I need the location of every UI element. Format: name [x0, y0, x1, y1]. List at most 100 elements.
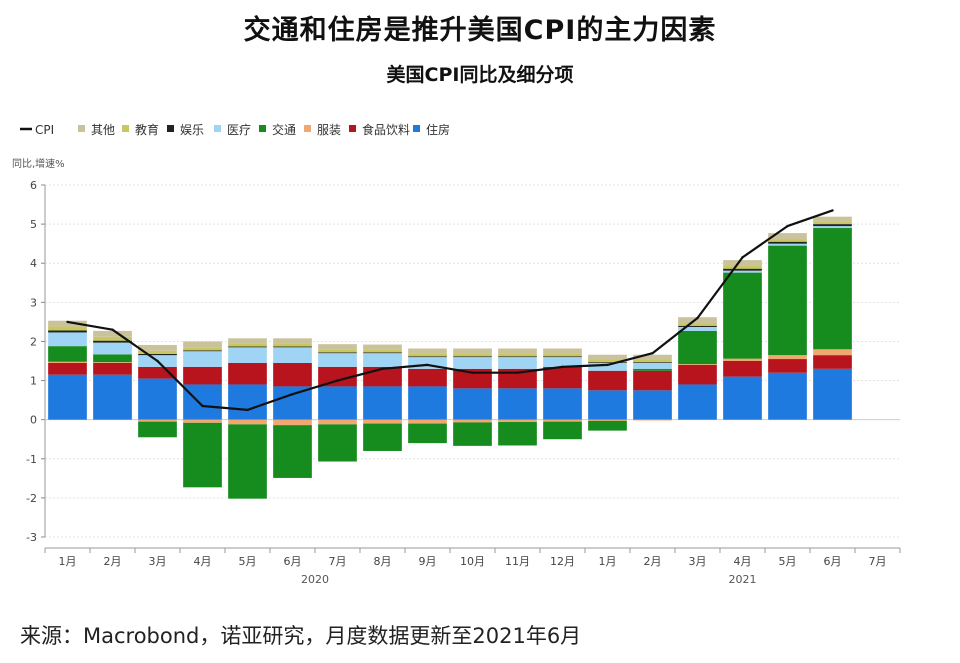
bar-segment: [318, 419, 357, 425]
bar-segment: [363, 344, 402, 350]
bar-segment: [543, 348, 582, 354]
legend-label: 其他: [91, 123, 115, 137]
legend-label: 娱乐: [180, 123, 204, 137]
y-tick-label: 0: [30, 414, 37, 427]
bar-segment: [678, 323, 717, 326]
cpi-point: [696, 316, 699, 320]
bar-segment: [228, 384, 267, 420]
bar-segment: [48, 361, 87, 363]
x-tick-label: 3月: [689, 555, 707, 568]
bar-segment: [813, 216, 852, 222]
bar-segment: [723, 260, 762, 266]
x-tick-label: 10月: [460, 555, 485, 568]
bar-segment: [633, 354, 672, 360]
bar-segment: [768, 241, 807, 244]
cpi-point: [381, 367, 384, 371]
bar-segment: [228, 419, 267, 425]
cpi-point: [741, 256, 744, 259]
bar-segment: [408, 419, 447, 424]
bar-segment: [498, 419, 537, 423]
bar-segment: [498, 388, 537, 420]
cpi-point: [561, 365, 564, 369]
bar-segment: [183, 419, 222, 423]
bar-segment: [408, 356, 447, 358]
bar-segment: [813, 221, 852, 225]
bar-segment: [813, 226, 852, 229]
x-tick-label: 9月: [419, 555, 437, 568]
bar-segment: [363, 349, 402, 353]
bar-segment: [813, 349, 852, 356]
bar-segment: [498, 357, 537, 369]
bar-segment: [768, 243, 807, 246]
bar-segment: [363, 386, 402, 420]
bar-segment: [93, 374, 132, 420]
legend-label: CPI: [35, 123, 54, 137]
y-tick-label: 2: [30, 335, 37, 348]
y-tick-label: 6: [30, 179, 37, 192]
bar-segment: [453, 348, 492, 354]
bar-segment: [633, 362, 672, 369]
bar-segment: [138, 353, 177, 356]
bar-segment: [723, 376, 762, 420]
bar-segment: [273, 347, 312, 363]
bar-segment: [318, 366, 357, 387]
bar-segment: [453, 388, 492, 420]
bar-segment: [93, 362, 132, 375]
bar-segment: [273, 343, 312, 347]
chart-subtitle: 美国CPI同比及细分项: [386, 64, 574, 86]
legend-item: 医疗: [214, 123, 251, 137]
bar-segment: [48, 346, 87, 362]
y-tick-label: -2: [26, 492, 37, 505]
bar-segment: [318, 424, 357, 462]
bar-segment: [453, 422, 492, 446]
legend-label: 服装: [317, 123, 341, 137]
bar-segment: [453, 356, 492, 358]
bar-segment: [678, 364, 717, 385]
bar-segment: [138, 344, 177, 351]
x-tick-label: 2月: [104, 555, 122, 568]
x-tick-label: 7月: [869, 555, 887, 568]
cpi-point: [291, 393, 294, 396]
bar-segment: [363, 419, 402, 424]
bar-segment: [273, 362, 312, 387]
bar-segment: [228, 338, 267, 344]
legend-swatch: [122, 125, 129, 132]
legend-swatch: [78, 125, 85, 132]
bar-segment: [408, 423, 447, 444]
bar-segment: [633, 359, 672, 363]
bar-segment: [678, 384, 717, 420]
bar-segment: [363, 423, 402, 451]
bar-segment: [678, 364, 717, 365]
bar-segment: [93, 330, 132, 337]
bar-segment: [723, 270, 762, 273]
bar-segment: [723, 358, 762, 361]
bar-segment: [588, 359, 627, 363]
bar-segment: [633, 390, 672, 420]
bar-segment: [633, 362, 672, 363]
x-tick-label: 1月: [599, 555, 617, 568]
legend-item: 娱乐: [167, 123, 204, 137]
bar-segment: [543, 357, 582, 367]
bar-segment: [273, 425, 312, 478]
legend-item: CPI: [20, 123, 54, 137]
bar-segment: [633, 419, 672, 421]
bar-segment: [723, 272, 762, 359]
bar-segment: [408, 368, 447, 387]
bar-segment: [498, 422, 537, 446]
bar-segment: [48, 326, 87, 331]
bar-segment: [498, 356, 537, 358]
bar-segment: [183, 351, 222, 367]
stacked-bar-chart: 同比,增速% -3 -2 -1 0 1 2 3 4 5 6 1月 2月 3月 4月 5月 6月 7月 8月 9月 10月…: [12, 122, 901, 586]
bar-segment: [228, 347, 267, 363]
x-tick-label: 4月: [194, 555, 212, 568]
y-tick-label: 3: [30, 296, 37, 309]
bar-segment: [498, 348, 537, 354]
cpi-point: [156, 359, 159, 363]
bar-segment: [93, 340, 132, 343]
bar-segment: [318, 344, 357, 350]
x-tick-label: 6月: [284, 555, 302, 568]
bar-segment: [813, 224, 852, 227]
bar-segment: [138, 421, 177, 438]
bar-segment: [588, 362, 627, 371]
bar-segment: [48, 320, 87, 327]
